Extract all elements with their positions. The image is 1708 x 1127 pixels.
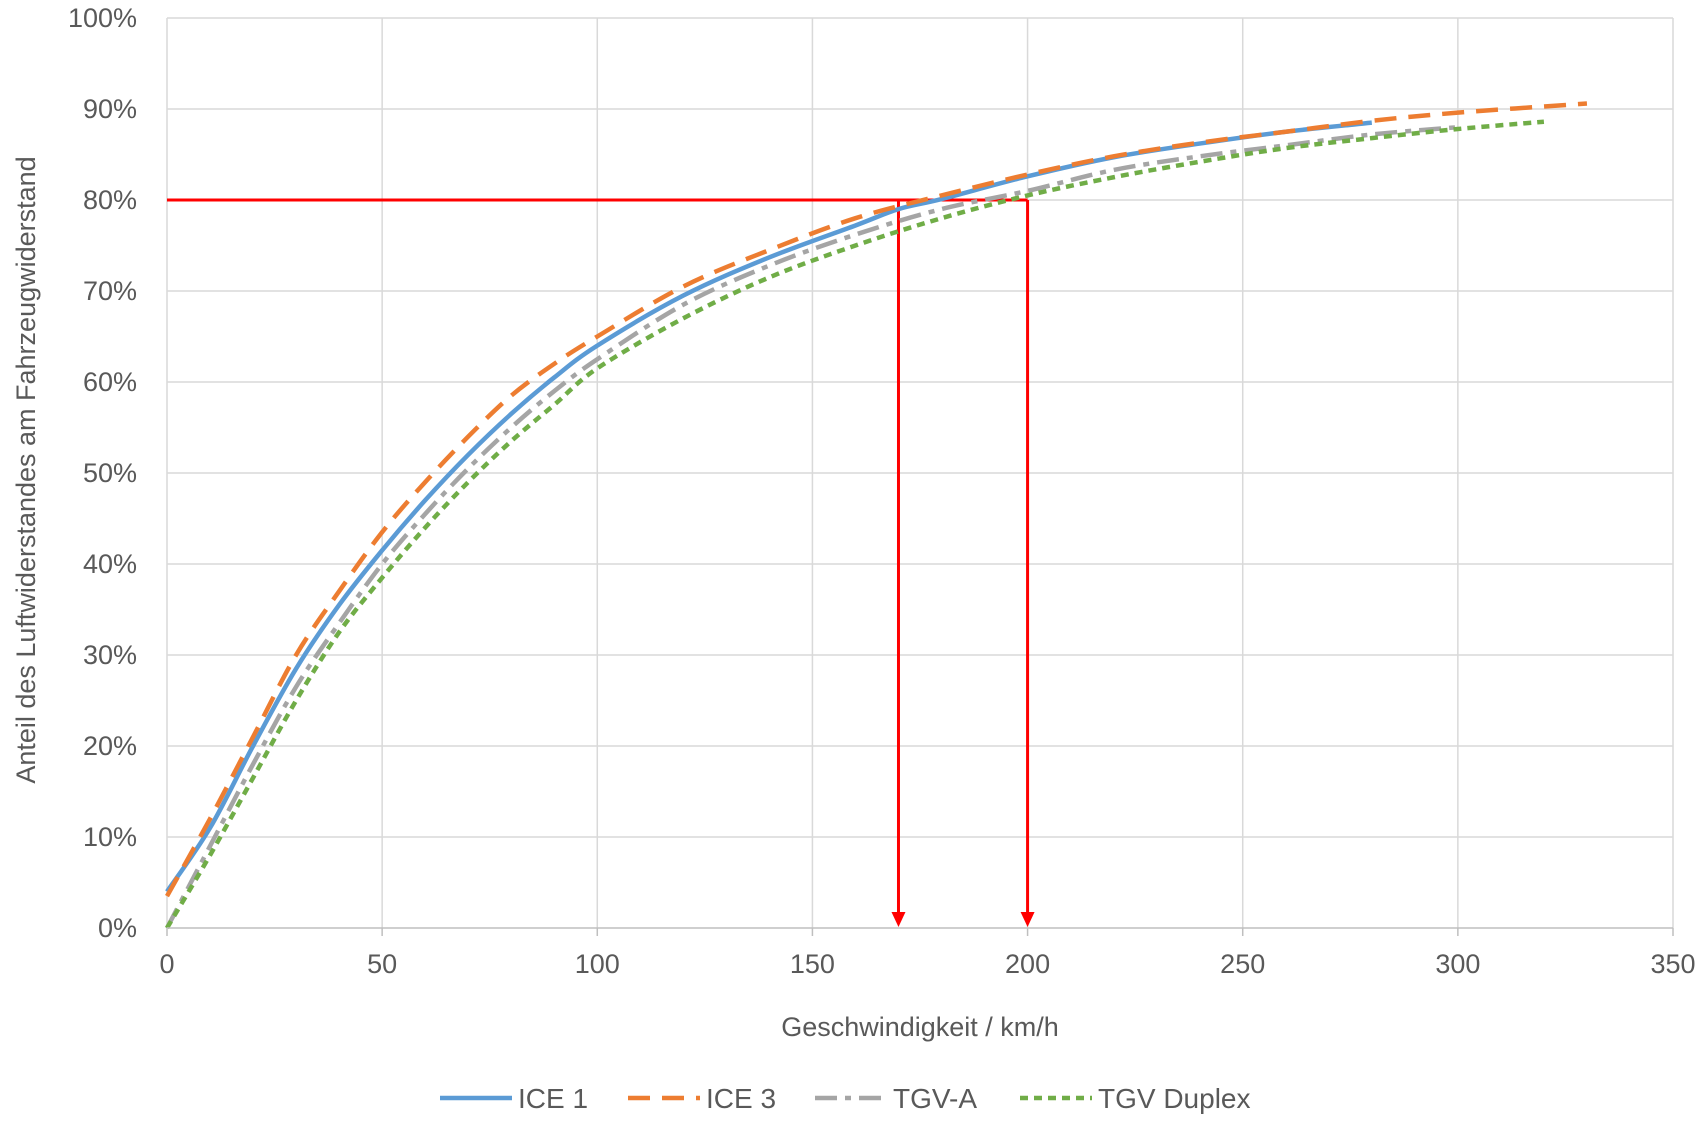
series-line-ice-3 [165,101,1588,898]
legend-label: TGV Duplex [1098,1083,1251,1114]
x-tick-label: 50 [367,949,397,979]
y-tick-label: 90% [83,94,137,124]
x-tick-label: 250 [1220,949,1265,979]
y-tick-label: 50% [83,458,137,488]
x-tick-label: 300 [1435,949,1480,979]
x-tick-labels: 0 50 100 150 200 250 300 350 [159,949,1695,979]
legend-label: ICE 1 [518,1083,588,1114]
arrowhead-170 [891,912,906,927]
y-tick-labels: 0% 10% 20% 30% 40% 50% 60% 70% 80% 90% 100% [68,3,137,943]
y-tick-label: 0% [98,913,137,943]
legend: ICE 1 ICE 3 TGV-A TGV Duplex [440,1083,1251,1114]
y-tick-label: 70% [83,276,137,306]
annotations [167,198,1035,927]
legend-label: TGV-A [893,1083,977,1114]
x-axis-title: Geschwindigkeit / km/h [781,1012,1059,1042]
y-tick-label: 20% [83,731,137,761]
y-tick-label: 30% [83,640,137,670]
legend-label: ICE 3 [706,1083,776,1114]
x-tick-label: 100 [575,949,620,979]
y-tick-label: 60% [83,367,137,397]
axes [166,927,1674,936]
x-tick-label: 200 [1005,949,1050,979]
y-tick-label: 100% [68,3,137,33]
series-line-ice-1 [165,120,1373,893]
series-line-tgv-a [165,124,1459,930]
x-tick-label: 350 [1650,949,1695,979]
series-line-tgv-duplex [165,119,1545,930]
x-tick-label: 0 [159,949,174,979]
series-lines [165,101,1588,930]
y-axis-title: Anteil des Luftwiderstandes am Fahrzeugw… [11,156,41,783]
x-tick-label: 150 [790,949,835,979]
y-tick-label: 40% [83,549,137,579]
grid [166,17,1674,928]
y-tick-label: 10% [83,822,137,852]
arrowhead-200 [1020,912,1035,927]
y-tick-label: 80% [83,185,137,215]
